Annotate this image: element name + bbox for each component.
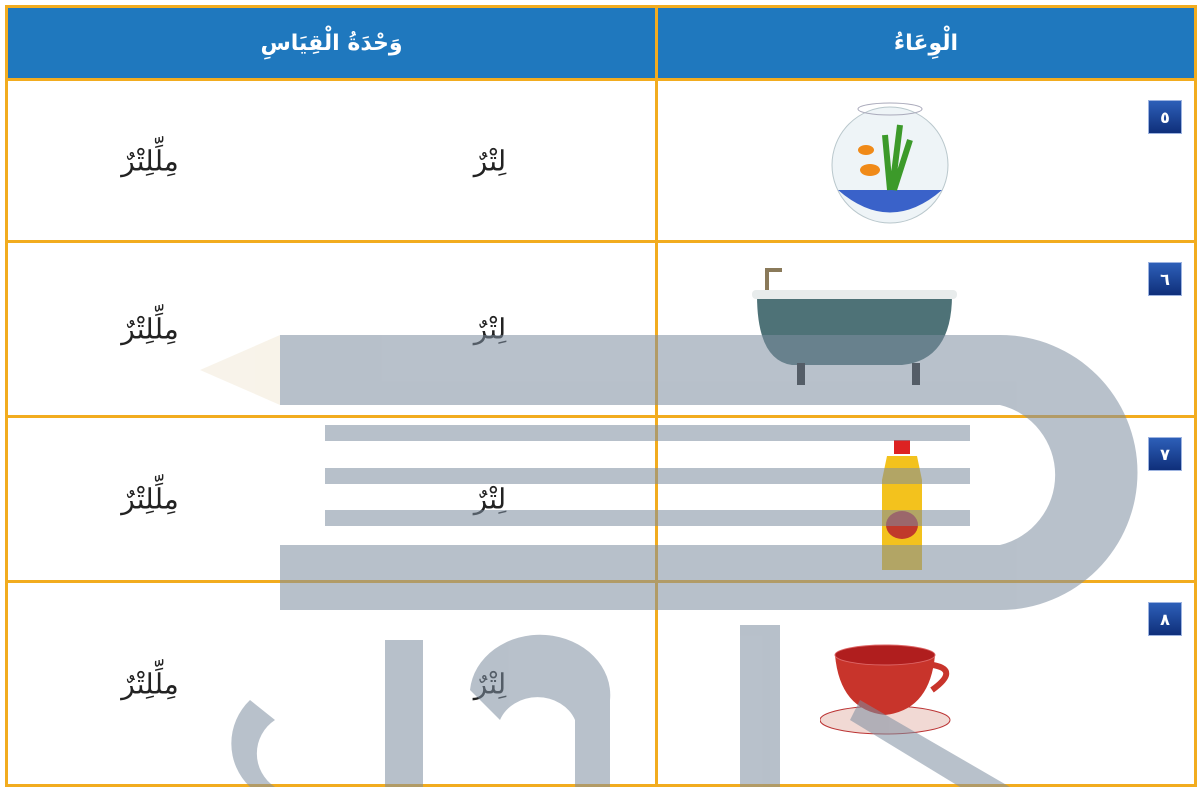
- container-image: [882, 440, 922, 570]
- unit-option: مِلِّلِتْرٌ: [121, 667, 179, 700]
- unit-header: وَحْدَةُ الْقِيَاسِ: [5, 5, 658, 81]
- unit-option: لِتْرٌ: [473, 667, 507, 700]
- header-text: الْوِعَاءُ: [893, 30, 959, 56]
- row-number: ٧: [1148, 437, 1182, 471]
- row-number: ٦: [1148, 262, 1182, 296]
- unit-cell: [5, 580, 658, 787]
- unit-option: مِلِّلِتْرٌ: [121, 144, 179, 177]
- unit-option: مِلِّلِتْرٌ: [121, 312, 179, 346]
- row-number: ٥: [1148, 100, 1182, 134]
- row-number: ٨: [1148, 602, 1182, 636]
- container-image: [820, 644, 951, 735]
- unit-cell: [5, 240, 658, 418]
- unit-option: مِلِّلِتْرٌ: [121, 482, 179, 516]
- container-header: الْوِعَاءُ: [655, 5, 1197, 81]
- unit-option: لِتْرٌ: [473, 144, 507, 177]
- header-text: وَحْدَةُ الْقِيَاسِ: [260, 30, 403, 56]
- container-image: [831, 102, 949, 224]
- unit-option: لِتْرٌ: [473, 482, 507, 516]
- unit-cell: [5, 415, 658, 583]
- unit-option: لِتْرٌ: [473, 312, 507, 346]
- container-image: [752, 268, 957, 385]
- unit-cell: [5, 78, 658, 243]
